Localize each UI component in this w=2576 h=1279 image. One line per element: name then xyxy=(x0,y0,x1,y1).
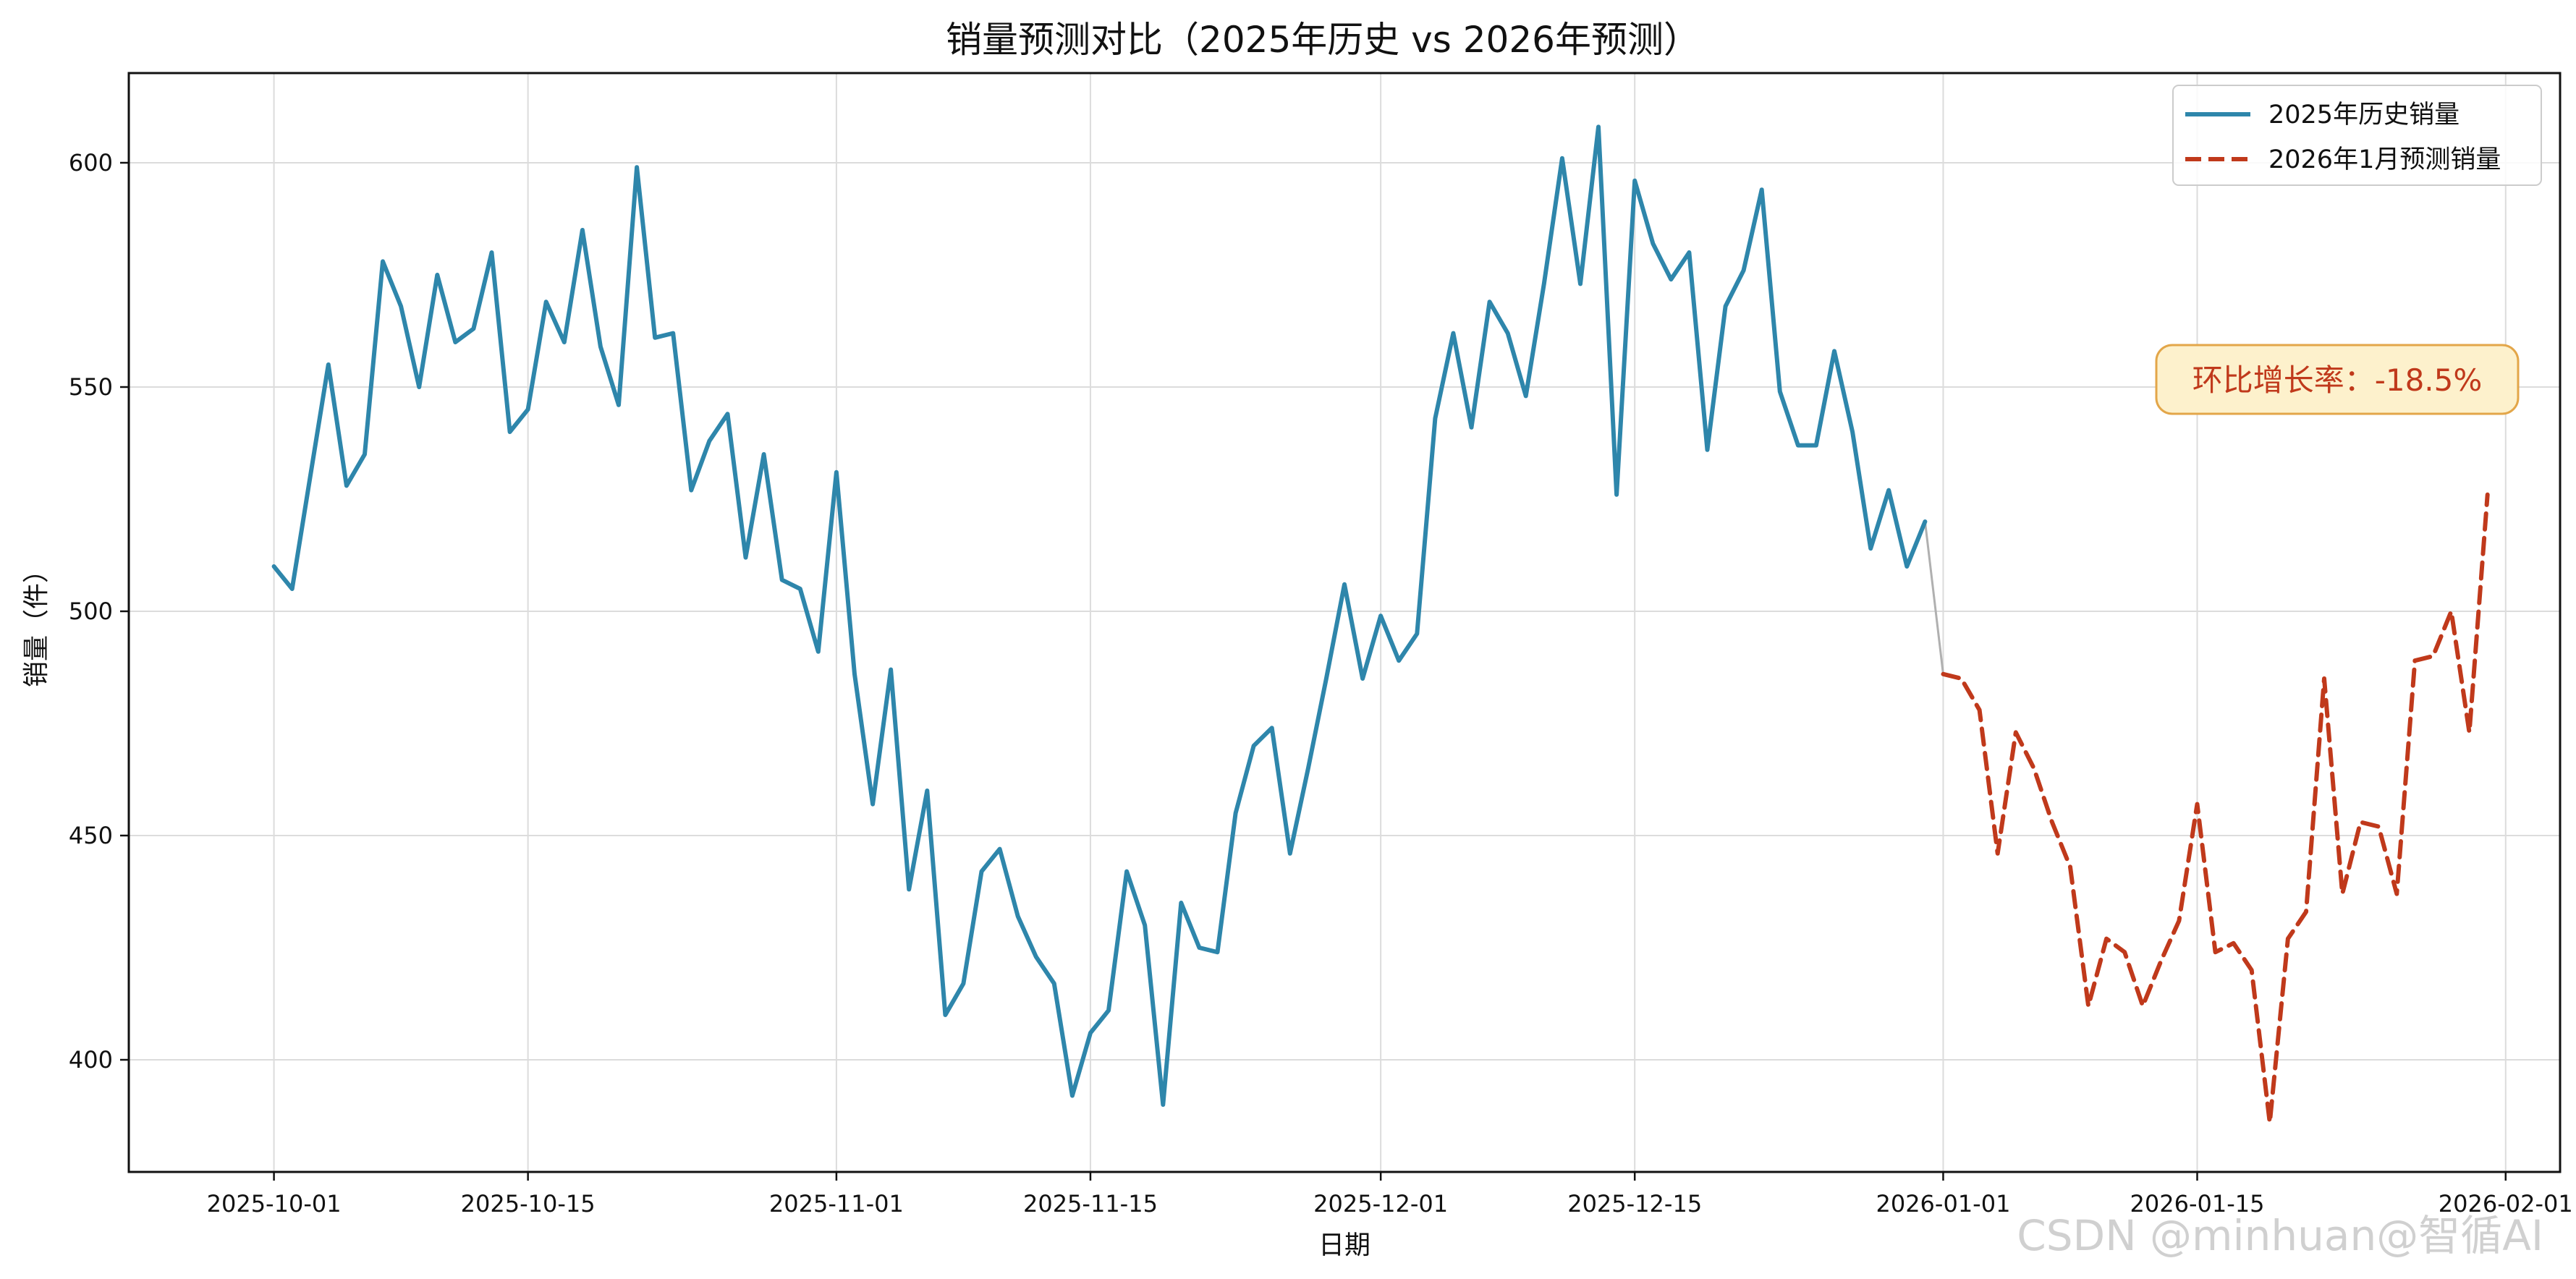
legend-frame xyxy=(2172,85,2542,186)
annotation-text: 环比增长率：-18.5% xyxy=(2192,362,2483,398)
x-tick-label: 2025-11-15 xyxy=(1023,1190,1158,1218)
legend-label-forecast: 2026年1月预测销量 xyxy=(2268,145,2501,174)
legend: 2025年历史销量 2026年1月预测销量 xyxy=(2172,85,2542,186)
annotation-box xyxy=(2155,344,2520,415)
x-axis-label: 日期 xyxy=(1318,1231,1370,1260)
y-axis-label: 销量（件） xyxy=(22,557,51,687)
y-tick-label: 500 xyxy=(69,598,113,625)
x-tick-label: 2025-12-15 xyxy=(1567,1190,1702,1218)
x-tick-label: 2025-10-15 xyxy=(461,1190,596,1218)
x-tick-label: 2025-10-01 xyxy=(207,1190,342,1218)
x-tick-label: 2025-12-01 xyxy=(1313,1190,1448,1218)
x-tick-label: 2026-02-01 xyxy=(2439,1190,2573,1218)
y-tick-label: 600 xyxy=(69,149,113,177)
watermark: CSDN @minhuan@智循AI xyxy=(2017,1211,2543,1260)
x-tick-label: 2026-01-15 xyxy=(2130,1190,2265,1218)
y-tick-label: 400 xyxy=(69,1046,113,1074)
x-tick-label: 2025-11-01 xyxy=(769,1190,904,1218)
y-tick-label: 450 xyxy=(69,822,113,849)
x-tick-label: 2026-01-01 xyxy=(1876,1190,2010,1218)
series-layer xyxy=(271,124,2490,1125)
chart-title: 销量预测对比（2025年历史 vs 2026年预测） xyxy=(946,19,1700,61)
growth-annotation: 环比增长率：-18.5% xyxy=(2155,344,2520,415)
series-line-2025-history xyxy=(271,124,1928,1107)
plot-frame xyxy=(127,72,2562,1173)
series-line-2026-forecast xyxy=(1941,492,2490,1125)
grid-lines xyxy=(129,73,2560,1172)
series-connector-line xyxy=(1923,521,1944,674)
legend-label-history: 2025年历史销量 xyxy=(2268,101,2460,129)
axis-ticks: 2025-10-01 2025-10-15 2025-11-01 2025-11-15… xyxy=(69,149,2573,1218)
y-tick-label: 550 xyxy=(69,373,113,401)
